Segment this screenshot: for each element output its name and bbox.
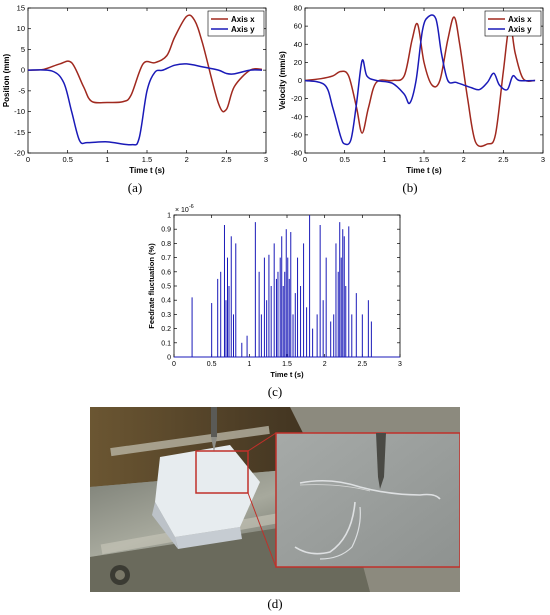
x-tick-label: 1.5: [142, 155, 152, 164]
caption-a: (a): [127, 180, 143, 195]
x-tick-label: 2.5: [498, 155, 508, 164]
y-multiplier: × 10-6: [175, 204, 194, 214]
x-tick-label: 1: [382, 155, 386, 164]
y-tick-label: 0: [167, 355, 171, 362]
velocity-chart: 0 0.5 1 1.5 2 2.5 3 -80 -60 -40 -20 0 20 40 60 80 Time t…: [278, 4, 545, 176]
legend-label: Axis y: [231, 25, 255, 34]
y-tick-label: 1: [167, 213, 171, 220]
legend-label: Axis y: [508, 25, 532, 34]
x-tick-label: 2.5: [221, 155, 231, 164]
y-tick-label: 0.4: [161, 298, 171, 305]
x-tick-label: 0: [172, 361, 176, 368]
legend: [207, 10, 265, 37]
y-tick-label: -10: [14, 107, 25, 116]
y-tick-label: 60: [294, 22, 302, 31]
y-tick-label: -60: [291, 130, 302, 139]
y-axis-label: Feedrate fluctuation (%): [147, 243, 156, 329]
y-axis-label: Position (mm): [2, 54, 11, 108]
y-tick-label: -20: [291, 94, 302, 103]
y-tick-label: 0.9: [161, 227, 171, 234]
y-tick-label: -5: [18, 86, 25, 95]
x-tick-label: 2: [185, 155, 189, 164]
x-tick-label: 1: [105, 155, 109, 164]
y-tick-label: 5: [21, 45, 25, 54]
y-tick-label: 0.7: [161, 255, 171, 262]
y-tick-label: 0: [21, 66, 25, 75]
y-tick-label: 0.2: [161, 326, 171, 333]
caption-b: (b): [402, 180, 418, 195]
x-tick-label: 2: [462, 155, 466, 164]
caption-d: (d): [267, 596, 283, 611]
y-tick-label: 20: [294, 58, 302, 67]
legend-label: Axis x: [508, 15, 532, 24]
y-tick-label: 0: [298, 76, 302, 85]
machining-photo: [90, 407, 460, 592]
y-tick-label: -40: [291, 112, 302, 121]
series-line-axis-x: [304, 16, 536, 148]
x-tick-label: 1: [247, 361, 251, 368]
y-tick-label: -15: [14, 128, 25, 137]
position-chart: 0 0.5 1 1.5 2 2.5 3 -20 -15 -10 -5 0 5 10 15 Time t (s)…: [2, 4, 268, 176]
series-line-axis-y: [304, 14, 536, 146]
y-tick-label: 0.1: [161, 340, 171, 347]
x-tick-label: 0.5: [207, 361, 217, 368]
y-tick-label: 0.3: [161, 312, 171, 319]
x-tick-label: 0.5: [62, 155, 72, 164]
y-tick-label: -20: [14, 149, 25, 158]
y-axis-label: Velocity (mm/s): [278, 51, 287, 110]
feedrate-chart: 0 0.5 1 1.5 2 2.5 3 0 0.1 0.2 0.3 0.4 0.5 0.6 0.7 0.8 0.…: [147, 204, 402, 379]
y-tick-label: 15: [17, 4, 25, 13]
x-tick-label: 0.5: [339, 155, 349, 164]
legend: [484, 10, 542, 37]
x-tick-label: 3: [264, 155, 268, 164]
x-tick-label: 2: [323, 361, 327, 368]
x-tick-label: 2.5: [357, 361, 367, 368]
x-axis-label: Time t (s): [406, 166, 442, 175]
series-line-axis-x: [27, 14, 263, 113]
y-tick-label: 10: [17, 24, 25, 33]
machining-photo-drawing: [90, 407, 460, 592]
x-tick-label: 1.5: [282, 361, 292, 368]
y-tick-label: -80: [291, 149, 302, 158]
x-tick-label: 3: [398, 361, 402, 368]
y-tick-label: 0.6: [161, 269, 171, 276]
x-tick-label: 3: [541, 155, 545, 164]
series-line-axis-y: [27, 63, 263, 146]
y-tick-label: 0.5: [161, 284, 171, 291]
plot-area: [173, 214, 401, 358]
x-tick-label: 0: [303, 155, 307, 164]
y-tick-label: 80: [294, 4, 302, 13]
x-axis-label: Time t (s): [129, 166, 165, 175]
x-axis-label: Time t (s): [270, 370, 304, 379]
y-tick-label: 0.8: [161, 241, 171, 248]
y-tick-label: 40: [294, 40, 302, 49]
legend-label: Axis x: [231, 15, 255, 24]
caption-c: (c): [267, 384, 283, 399]
x-tick-label: 0: [26, 155, 30, 164]
x-tick-label: 1.5: [419, 155, 429, 164]
